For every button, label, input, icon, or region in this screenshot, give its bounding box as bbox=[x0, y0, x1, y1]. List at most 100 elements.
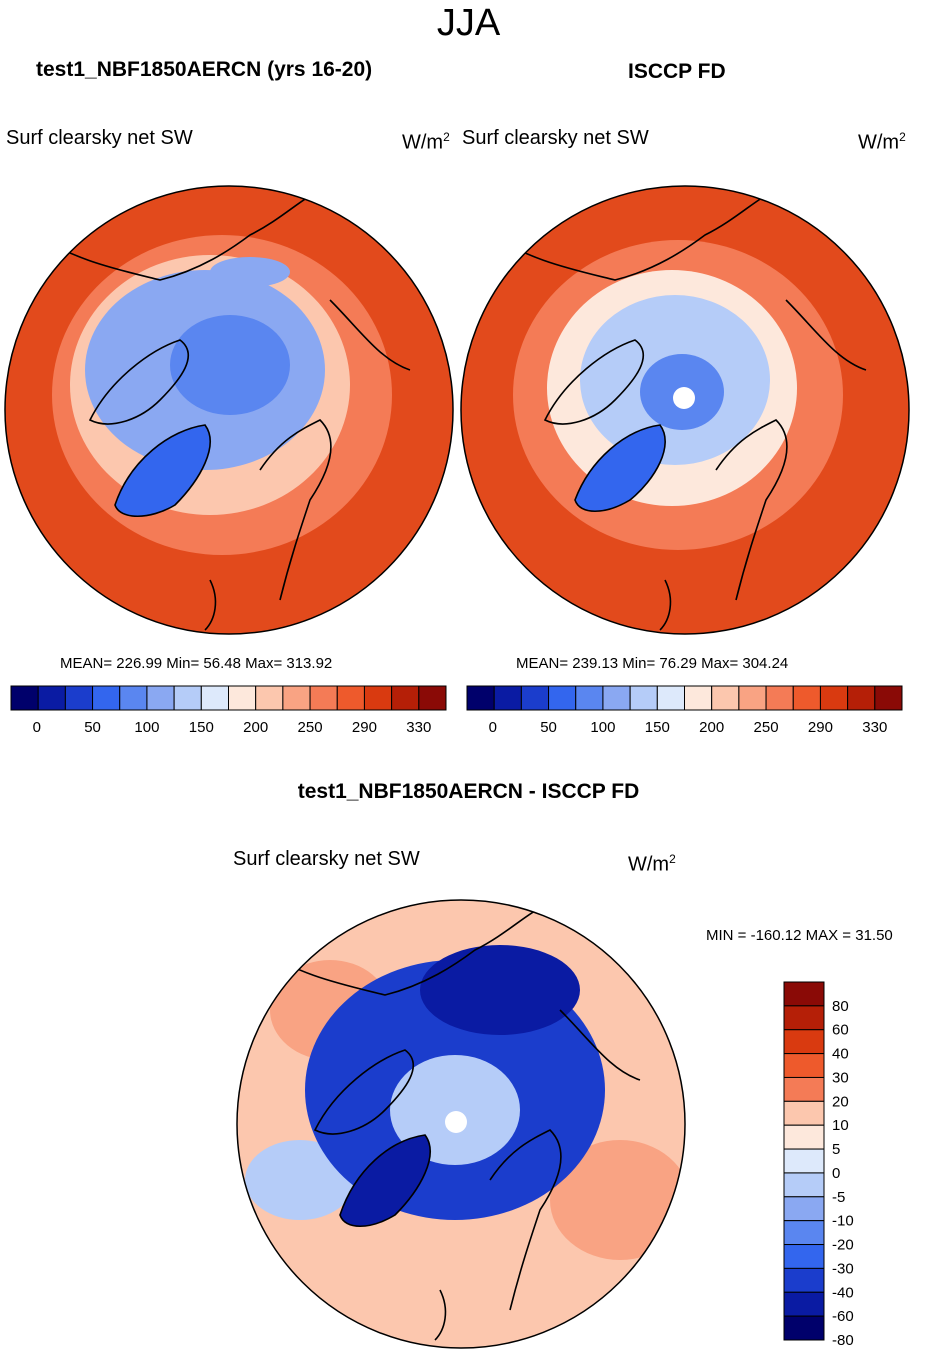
colorbar-panel2: 0 50 100 150 200 250 290 330 bbox=[466, 685, 903, 736]
panel1-stats: MEAN= 226.99 Min= 56.48 Max= 313.92 bbox=[60, 655, 333, 672]
colorbar3-tick-label: -5 bbox=[832, 1189, 845, 1206]
map3-siberia-field bbox=[420, 945, 580, 1035]
colorbar3-swatch bbox=[783, 1148, 825, 1174]
colorbar3-tick-label: -20 bbox=[832, 1237, 854, 1254]
colorbar1-swatch bbox=[282, 685, 311, 711]
map3-border bbox=[236, 899, 686, 1349]
colorbar3-swatch bbox=[783, 1124, 825, 1150]
colorbar3-tick-label: -10 bbox=[832, 1213, 854, 1230]
colorbar1-swatch bbox=[146, 685, 175, 711]
colorbar2-swatch bbox=[602, 685, 631, 711]
colorbar1-swatch bbox=[363, 685, 393, 711]
colorbar3-tick-label: 60 bbox=[832, 1022, 849, 1039]
colorbar2-swatch bbox=[656, 685, 685, 711]
panel3-stats: MIN = -160.12 MAX = 31.50 bbox=[706, 927, 893, 944]
colorbar2-swatch bbox=[629, 685, 658, 711]
colorbar3-swatch bbox=[783, 1100, 825, 1126]
colorbar2-swatch bbox=[711, 685, 740, 711]
colorbar3-tick-label: 40 bbox=[832, 1046, 849, 1063]
colorbar2-tick-label: 100 bbox=[590, 719, 615, 736]
colorbar3-tick-label: -60 bbox=[832, 1308, 854, 1325]
map1-beaufort-field bbox=[210, 257, 290, 287]
colorbar1-swatch bbox=[418, 685, 447, 711]
colorbar2-swatch bbox=[738, 685, 767, 711]
colorbar3-tick-label: -80 bbox=[832, 1332, 854, 1349]
colorbar2-swatch bbox=[520, 685, 550, 711]
colorbar2-swatch bbox=[575, 685, 604, 711]
panel2-title: ISCCP FD bbox=[628, 60, 726, 83]
colorbar3-swatch bbox=[783, 1172, 825, 1198]
colorbar1-tick-label: 250 bbox=[298, 719, 323, 736]
colorbar1-swatch bbox=[10, 685, 39, 711]
map1-center-field bbox=[170, 315, 290, 415]
colorbar3-swatch bbox=[783, 1291, 825, 1317]
colorbar1-swatch bbox=[64, 685, 94, 711]
colorbar1-tick-label: 50 bbox=[84, 719, 101, 736]
colorbar1-swatch bbox=[255, 685, 284, 711]
colorbar-difference: 80 60 40 30 20 10 5 0 -5 -10 -20 -30 -40 -60 -80 bbox=[783, 981, 854, 1349]
map2-coastlines bbox=[484, 189, 867, 631]
colorbar1-tick-label: 290 bbox=[352, 719, 377, 736]
colorbar2-swatch bbox=[765, 685, 794, 711]
panel3-title: test1_NBF1850AERCN - ISCCP FD bbox=[297, 780, 640, 803]
map1-coastlines bbox=[29, 189, 411, 631]
map-panel2 bbox=[461, 186, 909, 634]
map2-greenland-field bbox=[575, 425, 666, 512]
panel2-units: W/m2 bbox=[858, 130, 906, 154]
map2-border bbox=[460, 185, 910, 635]
map3-greenland-field bbox=[340, 1135, 431, 1227]
map3-pole-hole bbox=[445, 1111, 467, 1133]
colorbar2-swatch bbox=[819, 685, 849, 711]
colorbar3-tick-label: -30 bbox=[832, 1260, 854, 1277]
colorbar1-swatch bbox=[173, 685, 202, 711]
colorbar1-swatch bbox=[309, 685, 338, 711]
colorbar1-tick-label: 150 bbox=[189, 719, 214, 736]
colorbar2-tick-label: 330 bbox=[862, 719, 887, 736]
panel2-stats: MEAN= 239.13 Min= 76.29 Max= 304.24 bbox=[516, 655, 789, 672]
colorbar1-swatch bbox=[336, 685, 365, 711]
colorbar1-swatch bbox=[391, 685, 420, 711]
colorbar3-swatch bbox=[783, 1005, 825, 1031]
season-title: JJA bbox=[436, 2, 501, 44]
colorbar3-swatch bbox=[783, 1053, 825, 1078]
colorbar3-tick-label: 30 bbox=[832, 1069, 849, 1086]
map3-ring2-field bbox=[245, 1140, 355, 1220]
colorbar1-tick-label: 100 bbox=[134, 719, 159, 736]
map3-ring-field-b bbox=[550, 1140, 685, 1260]
colorbar-panel1: 0 50 100 150 200 250 290 330 bbox=[10, 685, 447, 736]
colorbar2-tick-label: 200 bbox=[699, 719, 724, 736]
colorbar2-swatch bbox=[847, 685, 876, 711]
colorbar1-tick-label: 200 bbox=[243, 719, 268, 736]
colorbar2-swatch bbox=[874, 685, 903, 711]
colorbar2-swatch bbox=[466, 685, 495, 711]
panel3-units: W/m2 bbox=[628, 852, 676, 876]
colorbar3-swatch bbox=[783, 1244, 825, 1269]
colorbar1-tick-label: 0 bbox=[33, 719, 41, 736]
colorbar2-tick-label: 290 bbox=[808, 719, 833, 736]
map1-border bbox=[4, 185, 454, 635]
colorbar3-swatch bbox=[783, 981, 825, 1007]
colorbar1-swatch bbox=[92, 685, 121, 711]
colorbar2-tick-label: 50 bbox=[540, 719, 557, 736]
colorbar1-swatch bbox=[228, 685, 257, 711]
map3-coastlines bbox=[254, 904, 641, 1341]
colorbar3-swatch bbox=[783, 1076, 825, 1102]
map1-greenland-field bbox=[115, 425, 211, 517]
colorbar1-tick-label: 330 bbox=[406, 719, 431, 736]
colorbar3-tick-label: 20 bbox=[832, 1093, 849, 1110]
colorbar3-tick-label: -40 bbox=[832, 1284, 854, 1301]
map2-pole-hole bbox=[673, 387, 695, 409]
panel1-title: test1_NBF1850AERCN (yrs 16-20) bbox=[36, 58, 373, 81]
colorbar2-swatch bbox=[792, 685, 821, 711]
colorbar3-swatch bbox=[783, 1267, 825, 1293]
colorbar2-tick-label: 0 bbox=[489, 719, 497, 736]
colorbar3-swatch bbox=[783, 1196, 825, 1222]
colorbar3-swatch bbox=[783, 1315, 825, 1341]
colorbar3-swatch bbox=[783, 1029, 825, 1055]
panel3-variable: Surf clearsky net SW bbox=[233, 848, 420, 870]
panel1-units: W/m2 bbox=[402, 130, 450, 154]
colorbar2-tick-label: 150 bbox=[645, 719, 670, 736]
colorbar2-swatch bbox=[684, 685, 713, 711]
panel2-variable: Surf clearsky net SW bbox=[462, 127, 649, 149]
